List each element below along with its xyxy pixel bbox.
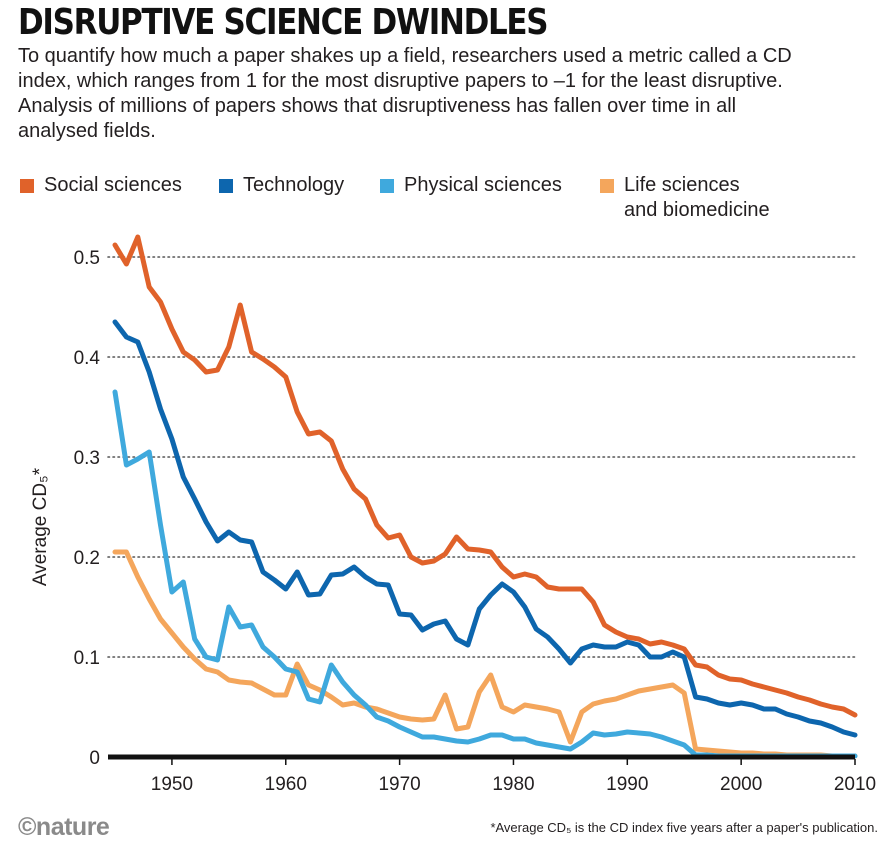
series-line-life-sciences [112,549,858,759]
legend-item-social-sciences: Social sciences [20,173,182,198]
y-tick-labels: 0 0.1 0.2 0.3 0.4 0.5 [74,248,101,769]
series-lines [112,234,858,759]
series-line-technology [112,319,858,738]
x-tick-label: 1990 [606,774,648,795]
legend-item-physical-sciences: Physical sciences [380,173,562,198]
chart-title: DISRUPTIVE SCIENCE DWINDLES [18,2,549,43]
legend-swatch-life-sciences [600,179,614,193]
legend-swatch-physical-sciences [380,179,394,193]
grid-lines [107,256,856,658]
series-line-social-sciences [112,234,858,718]
x-tick-label: 1980 [492,774,534,795]
x-tick-label: 1960 [265,774,307,795]
legend-item-technology: Technology [219,173,344,198]
y-tick-label: 0.1 [74,648,100,669]
legend-swatch-technology [219,179,233,193]
legend-label-technology: Technology [243,174,345,196]
y-tick-label: 0.2 [74,548,100,569]
y-axis-label: Average CD₅* [30,467,51,586]
y-tick-label: 0.5 [74,248,100,269]
legend-label-life-sciences: Life sciences and biomedicine [624,174,770,221]
legend-swatch-social-sciences [20,179,34,193]
legend-label-social-sciences: Social sciences [44,174,182,196]
nature-logo: ©nature [18,813,110,841]
x-tick-label: 2010 [834,774,876,795]
y-tick-label: 0.4 [74,348,101,369]
x-tick-label: 1970 [378,774,420,795]
x-tick-labels: 1950 1960 1970 1980 1990 2000 2010 [151,759,876,795]
chart-subtitle: To quantify how much a paper shakes up a… [18,45,792,142]
y-tick-label: 0 [89,748,100,769]
x-tick-label: 2000 [720,774,762,795]
legend-label-physical-sciences: Physical sciences [404,174,562,196]
legend-item-life-sciences: Life sciences and biomedicine [600,173,770,223]
y-tick-label: 0.3 [74,448,100,469]
footnote: *Average CD₅ is the CD index five years … [490,820,878,835]
x-tick-label: 1950 [151,774,193,795]
